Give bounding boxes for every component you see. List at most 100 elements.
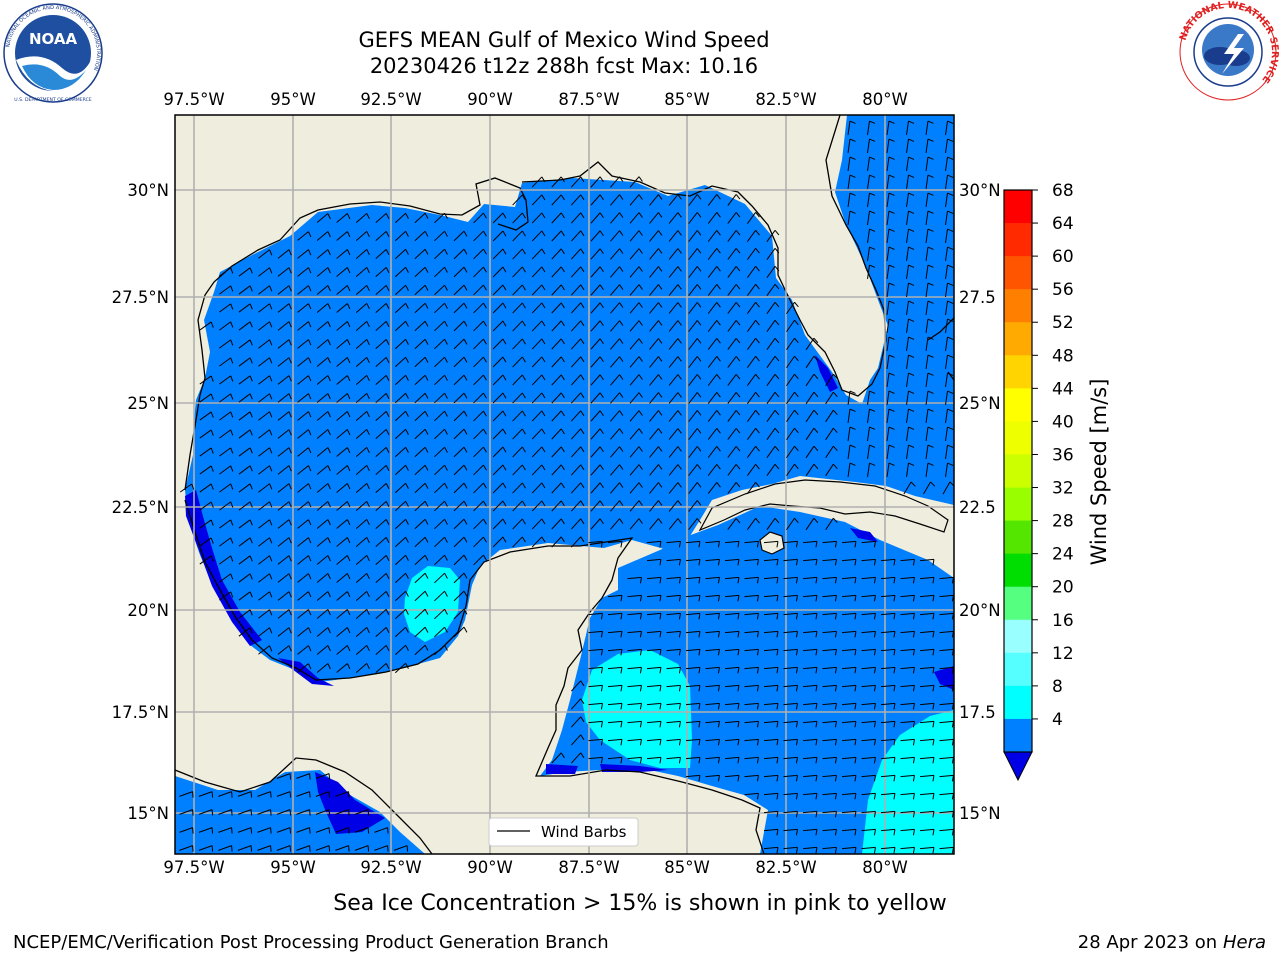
wind-barb bbox=[688, 320, 702, 332]
wind-barb bbox=[336, 213, 351, 223]
wind-barb bbox=[512, 248, 526, 260]
wind-barb bbox=[666, 648, 681, 656]
wind-barb bbox=[607, 612, 623, 620]
wind-barb bbox=[705, 702, 720, 710]
wind-barb bbox=[316, 627, 331, 637]
wind-barb bbox=[588, 720, 603, 728]
wind-barb bbox=[551, 230, 565, 242]
colorbar-tick-label: 64 bbox=[1052, 214, 1074, 234]
wind-barb bbox=[198, 791, 214, 798]
wind-barb bbox=[727, 464, 741, 476]
wind-barb bbox=[688, 392, 702, 404]
wind-barb bbox=[746, 284, 760, 296]
wind-barb bbox=[783, 576, 798, 584]
wind-barb bbox=[531, 464, 546, 476]
wind-barb bbox=[551, 266, 565, 278]
wind-barb bbox=[277, 465, 292, 475]
wind-barb bbox=[688, 446, 702, 458]
wind-barb bbox=[919, 594, 935, 602]
wind-barb bbox=[822, 540, 837, 548]
wind-barb bbox=[316, 357, 331, 367]
wind-barb bbox=[394, 608, 409, 620]
wind-barb bbox=[945, 462, 954, 478]
wind-barb bbox=[822, 576, 837, 584]
wind-barb bbox=[375, 662, 390, 674]
wind-barb bbox=[238, 339, 253, 349]
wind-barb bbox=[297, 303, 312, 313]
wind-barb bbox=[746, 374, 760, 386]
wind-barb bbox=[786, 301, 799, 315]
wind-barb bbox=[646, 630, 662, 638]
wind-barb bbox=[666, 702, 681, 710]
wind-barb bbox=[610, 248, 624, 260]
wind-barb bbox=[822, 828, 837, 836]
nws-logo: NATIONAL WEATHER SERVICE bbox=[1178, 0, 1280, 101]
wind-barb bbox=[198, 845, 214, 852]
wind-barb bbox=[629, 320, 643, 332]
lon-label: 87.5°W bbox=[558, 858, 619, 877]
wind-barb bbox=[727, 302, 741, 314]
wind-barb bbox=[707, 302, 721, 314]
wind-barb bbox=[822, 738, 837, 746]
wind-barb bbox=[707, 428, 721, 440]
wind-barb bbox=[847, 192, 856, 208]
wind-barb bbox=[219, 303, 234, 313]
wind-barb bbox=[629, 428, 643, 440]
footer-date-text: 28 Apr 2023 on bbox=[1077, 932, 1223, 953]
wind-barb bbox=[688, 266, 702, 278]
wind-barb bbox=[627, 612, 642, 620]
wind-barb bbox=[219, 267, 234, 277]
wind-barb bbox=[355, 285, 370, 295]
wind-barb bbox=[316, 231, 331, 241]
wind-barb bbox=[258, 339, 273, 349]
wind-barb bbox=[646, 738, 662, 746]
wind-barb bbox=[277, 429, 292, 439]
wind-barb bbox=[610, 392, 624, 404]
wind-barb bbox=[649, 482, 663, 494]
wind-barb bbox=[355, 321, 370, 331]
wind-barb bbox=[822, 612, 837, 620]
wind-barb bbox=[492, 482, 507, 494]
wind-barb bbox=[590, 464, 604, 476]
wind-barb bbox=[394, 212, 409, 224]
wind-barb bbox=[355, 609, 370, 619]
wind-barb bbox=[906, 120, 915, 136]
colorbar-label: Wind Speed [m/s] bbox=[1087, 379, 1111, 566]
wind-barb bbox=[512, 374, 526, 386]
wind-barb bbox=[919, 684, 935, 692]
sea-ice-note: Sea Ice Concentration > 15% is shown in … bbox=[333, 891, 947, 916]
wind-barb bbox=[219, 447, 234, 457]
wind-barb bbox=[900, 684, 915, 692]
wind-barb bbox=[880, 774, 896, 782]
wind-barb bbox=[375, 518, 390, 530]
wind-barb bbox=[786, 391, 799, 405]
wind-barb bbox=[666, 576, 681, 584]
wind-barb bbox=[297, 429, 312, 439]
wind-barb bbox=[886, 462, 895, 478]
wind-barb bbox=[825, 391, 838, 405]
wind-barb bbox=[394, 536, 409, 548]
wind-barb bbox=[783, 540, 798, 548]
colorbar-frame bbox=[1003, 189, 1033, 753]
wind-barb bbox=[297, 249, 312, 259]
wind-barb bbox=[724, 702, 740, 710]
wind-barb bbox=[335, 845, 350, 852]
wind-barb bbox=[297, 573, 312, 583]
wind-barb bbox=[746, 320, 760, 332]
wind-barb bbox=[925, 444, 934, 460]
wind-barb bbox=[925, 246, 934, 262]
wind-barb bbox=[724, 540, 740, 548]
wind-barb bbox=[316, 591, 331, 601]
wind-barb bbox=[880, 576, 896, 584]
wind-barb bbox=[646, 594, 662, 602]
wind-barb bbox=[763, 540, 779, 548]
wind-barb bbox=[492, 266, 507, 278]
wind-barb bbox=[453, 446, 468, 458]
wind-barb bbox=[219, 357, 234, 367]
wind-barb bbox=[668, 500, 682, 512]
colorbar-segment bbox=[1004, 553, 1032, 588]
wind-barb bbox=[919, 738, 935, 746]
wind-barb bbox=[727, 248, 741, 260]
wind-barb bbox=[919, 612, 935, 620]
wind-barb bbox=[707, 194, 721, 206]
